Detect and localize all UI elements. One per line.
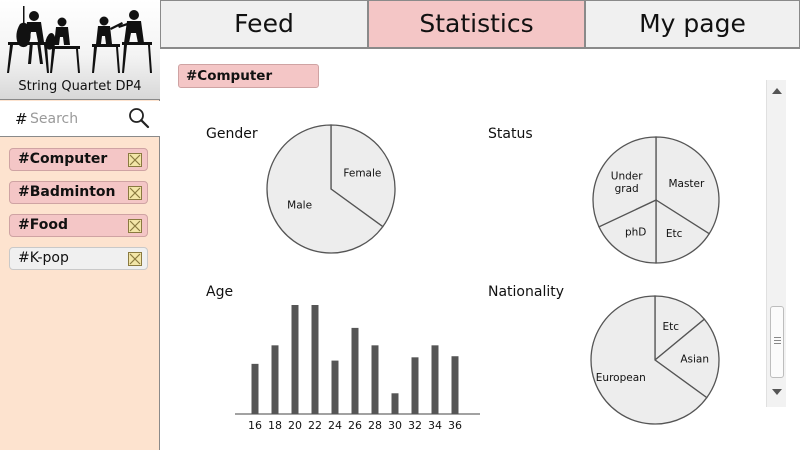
pie-label-gender-male: Male [287, 200, 312, 212]
age-tick-label-32: 32 [408, 419, 422, 432]
pie-slice-gender-female [330, 124, 396, 228]
quartet-silhouette-icon [7, 6, 152, 73]
age-bar-36 [451, 356, 459, 414]
age-bar-34 [431, 345, 439, 414]
age-bar-28 [371, 345, 379, 414]
pie-slice-nationality-european [590, 295, 708, 425]
chart-title-gender: Gender [206, 126, 258, 142]
age-tick-label-18: 18 [268, 419, 282, 432]
remove-tag-icon[interactable] [128, 186, 142, 200]
age-bar-18 [271, 345, 279, 414]
remove-tag-icon[interactable] [128, 219, 142, 233]
tag-computer[interactable]: #Computer [9, 148, 148, 171]
pie-label-status-phd: phD [625, 227, 646, 239]
age-tick-label-16: 16 [248, 419, 262, 432]
age-tick-label-36: 36 [448, 419, 462, 432]
tab-feed[interactable]: Feed [160, 0, 368, 48]
pie-label-status-etc: Etc [666, 228, 683, 240]
age-bar-26 [351, 327, 359, 414]
tag-food[interactable]: #Food [9, 214, 148, 237]
app-name: String Quartet DP4 [18, 79, 142, 94]
tab-my-page[interactable]: My page [585, 0, 800, 48]
tag-label: #Badminton [18, 184, 116, 200]
chart-title-status: Status [488, 126, 533, 142]
tag-kpop[interactable]: #K-pop [9, 247, 148, 270]
age-tick-label-22: 22 [308, 419, 322, 432]
remove-tag-icon[interactable] [128, 252, 142, 266]
pie-label-nationality-asian: Asian [680, 353, 709, 365]
pie-slice-status-phd [598, 198, 657, 264]
age-tick-label-20: 20 [288, 419, 302, 432]
pie-slice-nationality-asian [653, 318, 720, 399]
age-tick-label-28: 28 [368, 419, 382, 432]
tag-label: #Food [18, 217, 68, 233]
tag-badminton[interactable]: #Badminton [9, 181, 148, 204]
pie-slice-nationality-etc [654, 295, 706, 362]
age-bar-22 [311, 305, 319, 414]
band-logo: String Quartet DP4 [0, 0, 160, 100]
pie-label-status-master: Master [668, 178, 705, 190]
chart-title-nationality: Nationality [488, 284, 565, 300]
tag-label: #Computer [18, 151, 108, 167]
current-tag-label: #Computer [178, 64, 319, 88]
pie-slice-status-etc [655, 198, 711, 264]
sidebar: String Quartet DP4 # #Computer #Badminto… [0, 0, 160, 450]
age-bar-24 [331, 360, 339, 414]
age-tick-label-24: 24 [328, 419, 342, 432]
scroll-up-icon[interactable] [771, 86, 783, 96]
age-bar-20 [291, 305, 299, 414]
search-box[interactable]: # [0, 101, 160, 137]
age-bar-16 [251, 363, 259, 414]
pie-label-status-under-grad: Under grad [611, 170, 643, 195]
tab-statistics[interactable]: Statistics [368, 0, 585, 48]
scroll-thumb[interactable] [770, 306, 784, 378]
pie-slice-status-under-grad [592, 136, 657, 228]
pie-label-nationality-european: European [596, 372, 646, 384]
age-tick-label-30: 30 [388, 419, 402, 432]
age-bar-32 [411, 357, 419, 414]
tag-label: #K-pop [18, 250, 69, 266]
age-bar-30 [391, 393, 399, 414]
pie-label-gender-female: Female [343, 168, 381, 180]
pie-slice-gender-male [266, 124, 384, 254]
chart-title-age: Age [206, 284, 234, 300]
age-tick-label-34: 34 [428, 419, 442, 432]
scroll-down-icon[interactable] [771, 387, 783, 397]
search-icon[interactable] [127, 106, 151, 130]
age-tick-label-26: 26 [348, 419, 362, 432]
remove-tag-icon[interactable] [128, 153, 142, 167]
search-hash-symbol: # [15, 110, 28, 128]
tab-divider [160, 48, 800, 49]
search-input[interactable] [30, 108, 120, 130]
scrollbar[interactable] [766, 80, 786, 407]
pie-label-nationality-etc: Etc [663, 321, 680, 333]
